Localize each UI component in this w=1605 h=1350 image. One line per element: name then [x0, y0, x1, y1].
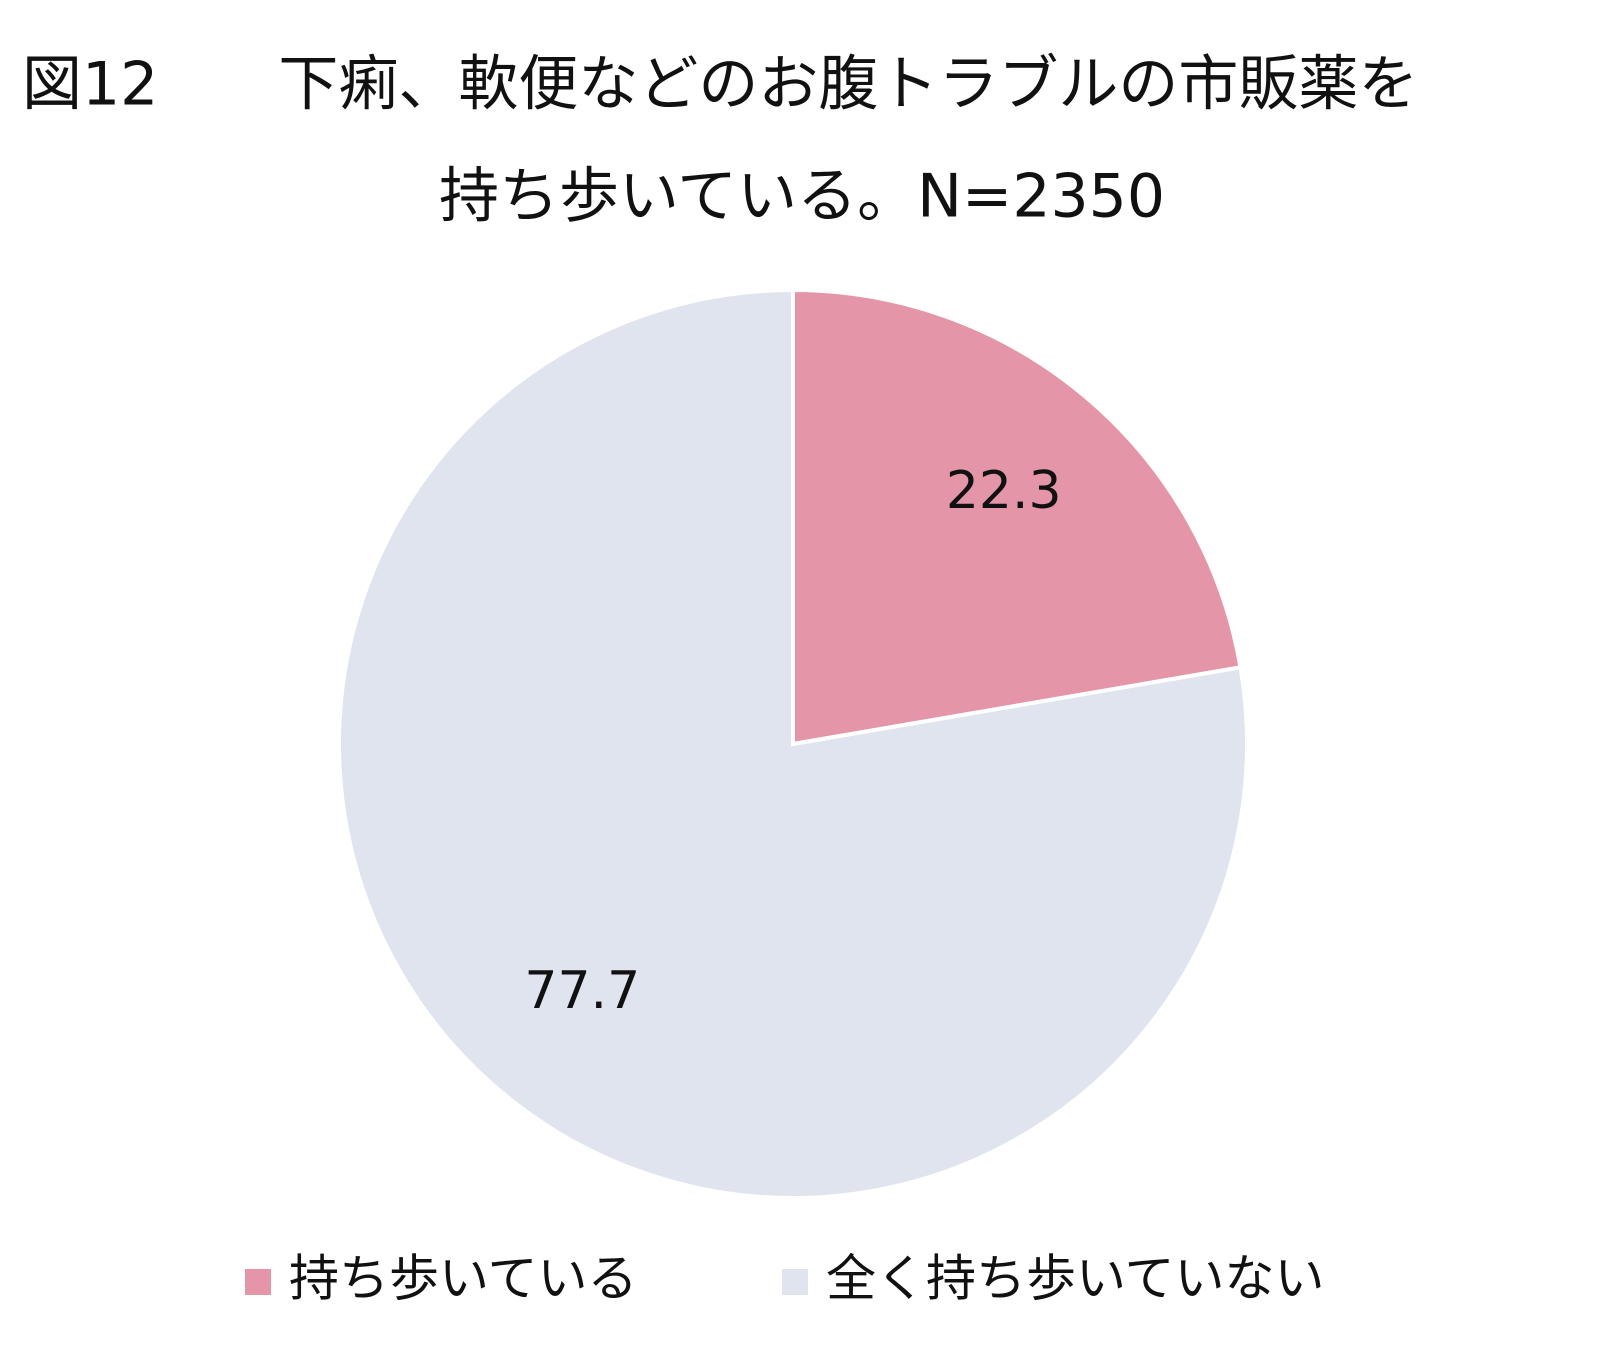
chart-title: 持ち歩いている。N=2350 [439, 162, 1165, 232]
legend-label: 持ち歩いている [289, 1250, 638, 1308]
value-label: 22.3 [946, 461, 1062, 521]
legend-swatch [245, 1269, 271, 1295]
pie-slice [791, 287, 1243, 747]
legend-label: 全く持ち歩いていない [826, 1250, 1325, 1308]
value-label: 77.7 [524, 961, 640, 1021]
legend-swatch [782, 1269, 808, 1295]
pie-slice [337, 287, 1249, 1200]
chart-title: 図12 下痢、軟便などのお腹トラブルの市販薬を [22, 50, 1418, 120]
